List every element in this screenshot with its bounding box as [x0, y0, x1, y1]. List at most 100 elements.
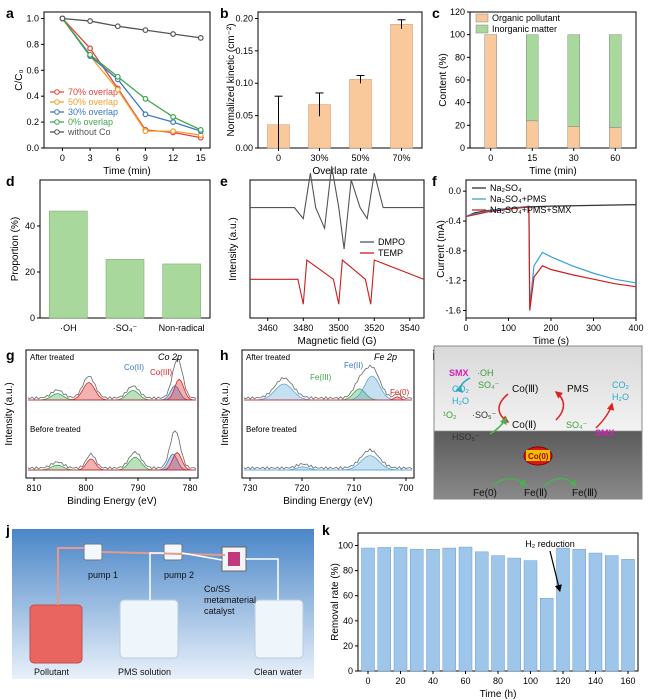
label-pms-solution: PMS solution [118, 667, 171, 677]
xps-spectrum-curve [243, 448, 413, 470]
scheme-co0: Co(0) [528, 452, 549, 461]
panel-label-f: f [432, 173, 437, 189]
y-tick-label: 0.4 [26, 91, 39, 101]
y-axis-label: C/C₀ [14, 69, 25, 90]
x-tick-label: 200 [543, 323, 558, 333]
y-tick-label: 0.2 [26, 117, 39, 127]
x-tick-label: 300 [586, 323, 601, 333]
y-tick-label: -1.2 [445, 276, 461, 286]
data-point [114, 86, 121, 93]
spectrum-title: Co 2p [158, 352, 182, 362]
panel-label-h: h [220, 347, 229, 363]
x-axis-label: Binding Energy (eV) [283, 496, 373, 507]
x-tick-label: 9 [143, 153, 148, 163]
panel-k-bar-chart: 0 20 40 60 80 100 0 20 40 60 80 100 120 140 160 H₂ redu… [330, 532, 639, 700]
data-point [142, 128, 149, 135]
y-tick-label: 100 [450, 30, 465, 40]
scheme-smx-left: SMX [449, 368, 469, 378]
x-tick-label: 720 [294, 483, 309, 493]
x-tick-label: 3460 [258, 323, 278, 333]
legend-marker [54, 129, 60, 135]
scheme-hso5: HSO₅⁻ [452, 432, 480, 442]
scheme-arrow-smx-right [595, 402, 615, 429]
bar [162, 263, 201, 319]
scheme-pms: PMS [567, 384, 589, 395]
y-axis-label: Intensity (a.u.) [4, 382, 15, 445]
x-tick-label: 730 [242, 483, 257, 493]
panel-label-b: b [220, 5, 229, 21]
xps-fitted-peak [28, 451, 196, 471]
series-line [61, 18, 201, 132]
spectrum-line [250, 258, 425, 305]
panel-g-xps-co2p: 810 800 790 780 Co 2p After treated Before tre… [4, 349, 199, 507]
stacked-bar-segment [609, 127, 622, 149]
x-tick-label: 700 [398, 483, 413, 493]
legend-marker [54, 109, 60, 115]
data-point [87, 51, 94, 58]
x-tick-label: 80 [493, 676, 503, 686]
bar [588, 552, 603, 672]
scheme-arrow-fe0-to-fe2 [491, 477, 528, 488]
x-axis-label: Time (min) [103, 166, 150, 177]
legend-marker [54, 89, 60, 95]
panel-label-a: a [6, 5, 14, 21]
x-axis-label: Time (h) [480, 689, 517, 700]
y-tick-label: 40 [455, 98, 465, 108]
panel-label-c: c [432, 5, 440, 21]
scheme-fe2: Fe(Ⅱ) [524, 488, 547, 499]
data-point [142, 111, 149, 118]
x-tick-label: 12 [168, 153, 178, 163]
scheme-h2o-right: H₂O [612, 392, 629, 402]
x-axis-label: Magnetic field (G) [298, 336, 377, 347]
legend-label: Na₂SO₄+PMS+SMX [490, 205, 571, 215]
y-axis-label: Normalized kinetic (cm⁻²) [226, 23, 237, 136]
bar [475, 551, 489, 672]
bar [105, 259, 145, 319]
xps-spectrum-curve [27, 430, 197, 470]
pump-1 [83, 543, 103, 561]
y-tick-label: 20 [343, 641, 353, 651]
y-tick-label: 0 [30, 313, 35, 323]
x-tick-label: 20 [395, 676, 405, 686]
y-tick-label: 0.05 [235, 111, 253, 121]
panel-j-reactor-schematic: pump 1 pump 2 Co/SS metamaterial catalys… [12, 529, 314, 679]
bar [605, 555, 619, 672]
xps-spectrum-curve [27, 357, 197, 400]
spectrum-title: Fe 2p [374, 352, 397, 362]
x-axis-label: Time (min) [529, 166, 576, 177]
legend-label: Na₂SO₄+PMS [490, 194, 546, 204]
stacked-bar-segment [567, 34, 580, 127]
x-tick-label: 6 [115, 153, 120, 163]
y-tick-label: -1.6 [445, 306, 461, 316]
data-point [142, 27, 149, 34]
label-pump2: pump 2 [164, 570, 194, 580]
panel-f-current-chart: 0.0-0.4-0.8-1.2-1.60 100 200 300 400Na₂SO₄Na… [436, 179, 644, 347]
pms-tubing [149, 552, 223, 600]
annotation-arrow [549, 550, 562, 593]
x-tick-label: 15 [527, 153, 537, 163]
x-tick-label: 810 [26, 483, 41, 493]
scheme-background [433, 345, 643, 500]
scheme-arrow-fe2-to-fe3 [543, 477, 578, 488]
pollutant-tank [29, 604, 83, 664]
bar [390, 24, 413, 149]
y-tick-label: 0.15 [235, 46, 253, 56]
bar [523, 560, 538, 672]
data-point [142, 95, 149, 102]
y-tick-label: 1.0 [26, 13, 39, 23]
catalyst-core [228, 552, 240, 566]
x-tick-label: 3 [88, 153, 93, 163]
data-point [59, 15, 66, 22]
bar [349, 79, 372, 149]
legend-marker [54, 119, 60, 125]
scheme-co2-right: CO₂ [612, 380, 630, 390]
peak-label: Fe(III) [310, 373, 332, 382]
scheme-smx-right: SMX [595, 428, 615, 438]
data-point [197, 126, 204, 133]
legend-swatch [475, 24, 489, 34]
scheme-co0-label-bg [526, 450, 550, 461]
panel-i-mechanism-scheme: SMX ·OH SO₄⁻ CO₂ H₂O ·SO₅⁻ ¹O₂ HSO₅⁻ Co(… [433, 345, 643, 500]
x-tick-label: 140 [588, 676, 603, 686]
label-clean-water: Clean water [254, 667, 302, 677]
